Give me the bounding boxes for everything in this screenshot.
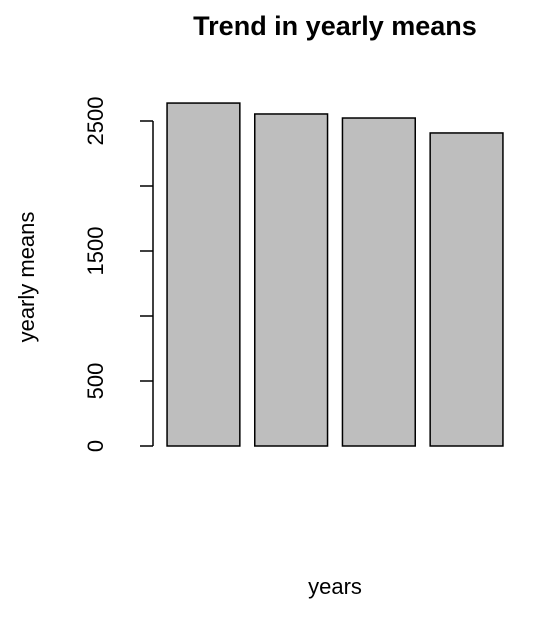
bar [341, 117, 416, 447]
bar [429, 132, 504, 447]
y-axis-label: yearly means [14, 212, 39, 343]
y-tick-label: 1500 [83, 227, 108, 276]
y-tick-label: 0 [83, 440, 108, 452]
y-tick-label: 2500 [83, 97, 108, 146]
chart-title: Trend in yearly means [193, 11, 477, 41]
bar [254, 113, 329, 447]
x-axis-label: years [308, 574, 362, 599]
y-tick-label: 500 [83, 363, 108, 400]
bar [166, 102, 241, 447]
